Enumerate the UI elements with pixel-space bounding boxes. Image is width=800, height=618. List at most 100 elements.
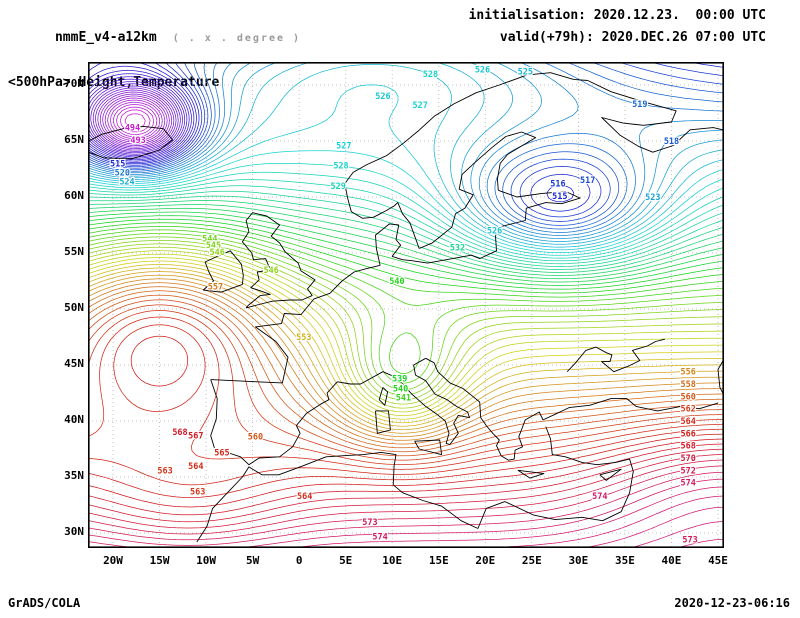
lon-tick-label: 20W	[103, 554, 123, 567]
contour-label: 524	[119, 177, 134, 187]
contour-label: 568	[681, 442, 696, 452]
lon-tick-label: 20E	[475, 554, 496, 567]
contour-label: 562	[681, 405, 696, 415]
valid-time-label: valid(+79h): 2020.DEC.26 07:00 UTC	[499, 30, 766, 45]
contour-label: 573	[362, 518, 377, 528]
contour-label: 532	[450, 243, 465, 253]
coastline-segment	[717, 358, 725, 397]
contour-label: 553	[296, 333, 311, 343]
contour-label: 518	[664, 137, 679, 147]
lat-tick-label: 30N	[64, 525, 84, 538]
contour-label: 493	[130, 136, 145, 146]
init-time-label: initialisation: 2020.12.23. 00:00 UTC	[468, 8, 766, 23]
lat-tick-label: 50N	[64, 301, 84, 314]
contour-label: 573	[682, 536, 697, 546]
coastline-segment	[241, 212, 316, 309]
lon-tick-label: 15W	[149, 554, 170, 567]
lon-tick-label: 45E	[708, 554, 728, 567]
contour-lines	[87, 61, 725, 549]
creation-timestamp: 2020-12-23-06:16	[674, 596, 790, 610]
coastline-segment	[202, 250, 244, 293]
time-block: initialisation: 2020.12.23. 00:00 UTC va…	[469, 5, 766, 49]
grads-credit: GrADS/COLA	[8, 596, 81, 610]
contour-label: 568	[172, 428, 187, 438]
contour-label: 527	[413, 101, 428, 111]
lon-tick-label: 25E	[521, 554, 542, 567]
contour-label: 529	[331, 182, 346, 192]
contour-label: 517	[580, 176, 595, 186]
contour-label: 560	[681, 392, 696, 402]
contour-label: 519	[632, 100, 647, 110]
coastline-segment	[375, 410, 391, 434]
coastline-segment	[210, 357, 470, 466]
lon-tick-label: 30E	[568, 554, 589, 567]
lat-tick-label: 35N	[64, 469, 84, 482]
lon-tick-label: 5E	[339, 554, 353, 567]
coastline-segment	[517, 469, 545, 479]
contour-label: 515	[552, 192, 567, 202]
lat-tick-label: 60N	[64, 189, 84, 202]
lat-tick-label: 65N	[64, 133, 84, 146]
grid-lines	[88, 62, 724, 548]
contour-label: 525	[518, 68, 533, 78]
lon-tick-label: 40E	[661, 554, 682, 567]
contour-label: 574	[681, 479, 696, 489]
contour-label: 574	[592, 492, 607, 502]
contour-label: 540	[389, 277, 404, 287]
lon-tick-label: 5W	[245, 554, 260, 567]
contour-label: 563	[157, 466, 172, 476]
contour-label: 544	[202, 234, 217, 244]
coastline-segment	[88, 125, 174, 160]
contour-label: 564	[681, 417, 696, 427]
coastline-segment	[419, 131, 537, 249]
contour-label: 528	[423, 70, 438, 80]
coastline-segment	[599, 468, 622, 481]
coastline-segment	[566, 338, 666, 373]
contour-label: 523	[645, 193, 660, 203]
resolution-note: ( . x . degree )	[172, 33, 302, 44]
contour-label: 566	[681, 429, 696, 439]
model-name: nmmE_v4-a12km	[54, 30, 157, 45]
contour-label: 540	[393, 385, 408, 395]
map-plot-area: 494 493 515 520 524 544 545 546 525 526 528 527 526 5…	[87, 61, 725, 549]
contour-label: 541	[396, 394, 411, 404]
coastline-segment	[425, 357, 719, 461]
coastline-segment	[375, 223, 403, 266]
contour-label: 494	[125, 124, 140, 134]
coastline-segment	[414, 439, 443, 456]
coastline-segment	[196, 451, 479, 543]
contour-label: 567	[188, 432, 203, 442]
contour-label: 546	[264, 266, 279, 276]
contour-label: 557	[208, 283, 223, 293]
lon-tick-label: 35E	[614, 554, 635, 567]
contour-label: 526	[375, 92, 390, 102]
contour-label: 515	[110, 159, 125, 169]
map-frame	[88, 62, 725, 548]
contour-label: 565	[214, 448, 229, 458]
contour-label: 564	[297, 492, 312, 502]
lat-tick-label: 45N	[64, 357, 84, 370]
contour-label: 564	[188, 462, 203, 472]
coastline-segment	[477, 426, 634, 529]
contour-map: 4944935155205245445455465255265285275265…	[87, 61, 725, 549]
coastlines	[88, 72, 725, 543]
contour-label: 558	[681, 380, 696, 390]
coastline-segment	[344, 72, 588, 249]
coastline-segment	[587, 80, 723, 153]
contour-label: 539	[392, 374, 407, 384]
lat-tick-label: 55N	[64, 245, 84, 258]
contour-label: 526	[487, 227, 502, 237]
coastline-segment	[210, 264, 381, 384]
contour-label: 526	[475, 65, 490, 75]
contour-label: 546	[210, 248, 225, 258]
lat-tick-label: 40N	[64, 413, 84, 426]
lon-tick-label: 10E	[382, 554, 403, 567]
lat-tick-label: 70N	[64, 77, 84, 90]
contour-label: 528	[333, 162, 348, 172]
contour-labels: 4944935155205245445455465255265285275265…	[109, 64, 699, 547]
contour-label: 556	[681, 368, 696, 378]
contour-label: 570	[681, 454, 696, 464]
contour-label: 545	[206, 241, 221, 251]
contour-label: 574	[372, 532, 387, 542]
